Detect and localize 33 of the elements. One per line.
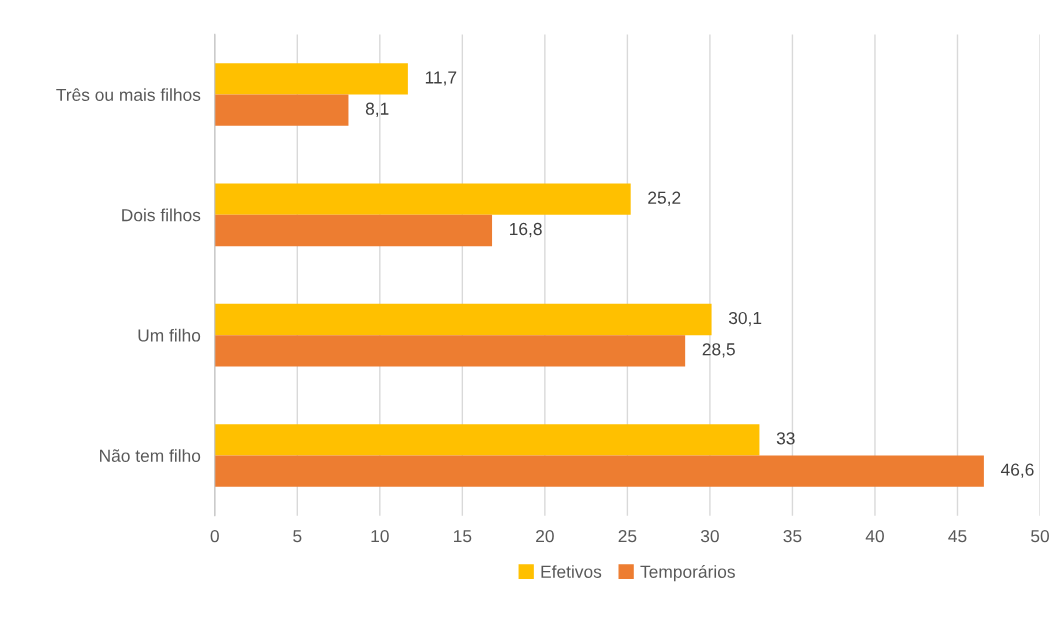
x-tick-label: 15 [454,530,472,543]
y-tick-label: Não tem filho [100,449,201,462]
legend-label: Temporários [640,564,735,582]
data-label: 33 [776,432,795,445]
y-tick-label: Três ou mais filhos [56,88,201,101]
x-tick-label: 25 [618,529,637,543]
x-tick-label: 40 [865,529,884,543]
bar [214,455,984,487]
data-label: 30,1 [728,311,762,327]
data-label: 25,2 [648,191,681,206]
x-tick-label: 20 [536,529,554,543]
y-tick-label: Um filho [138,328,201,342]
x-tick-label: 5 [293,530,302,543]
data-label: 11,7 [425,71,457,86]
bar [214,183,631,215]
x-tick-label: 45 [948,530,967,543]
data-label: 28,5 [702,343,735,358]
bar [214,94,349,126]
bar [214,303,712,336]
legend-label: Efetivos [541,565,602,578]
x-tick-label: 0 [210,529,219,543]
x-tick-label: 50 [1031,529,1049,543]
data-label: 46,6 [1000,463,1034,478]
y-tick-label: Dois filhos [122,208,201,222]
bar [214,335,686,367]
bar [214,63,408,95]
x-tick-label: 10 [371,529,389,543]
data-label: 8,1 [365,102,389,117]
data-label: 16,8 [510,222,542,238]
bar [214,214,493,247]
x-tick-label: 35 [783,529,802,543]
x-tick-label: 30 [700,529,719,543]
bar [214,424,760,456]
